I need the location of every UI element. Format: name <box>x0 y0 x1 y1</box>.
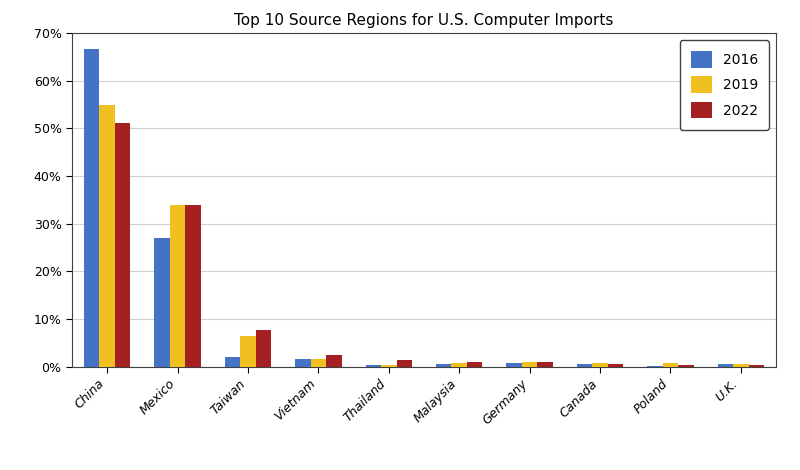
Bar <box>718 364 733 367</box>
Bar <box>749 365 764 367</box>
Bar <box>154 238 170 367</box>
Bar <box>397 360 412 367</box>
Bar <box>436 364 451 367</box>
Bar <box>225 357 240 367</box>
Bar <box>662 363 678 367</box>
Bar <box>326 355 342 367</box>
Bar <box>295 360 310 367</box>
Bar <box>381 365 397 367</box>
Bar <box>366 365 381 367</box>
Bar <box>733 364 749 367</box>
Bar <box>522 362 538 367</box>
Bar <box>451 363 467 367</box>
Bar <box>577 364 592 367</box>
Bar <box>310 360 326 367</box>
Bar <box>186 205 201 367</box>
Bar <box>84 48 99 367</box>
Bar <box>592 363 608 367</box>
Legend: 2016, 2019, 2022: 2016, 2019, 2022 <box>680 40 769 130</box>
Title: Top 10 Source Regions for U.S. Computer Imports: Top 10 Source Regions for U.S. Computer … <box>234 13 614 28</box>
Bar <box>608 364 623 367</box>
Bar <box>678 365 694 367</box>
Bar <box>256 330 271 367</box>
Bar <box>647 366 662 367</box>
Bar <box>99 105 115 367</box>
Bar <box>538 362 553 367</box>
Bar <box>115 123 130 367</box>
Bar <box>170 205 186 367</box>
Bar <box>467 362 482 367</box>
Bar <box>240 336 256 367</box>
Bar <box>506 363 522 367</box>
